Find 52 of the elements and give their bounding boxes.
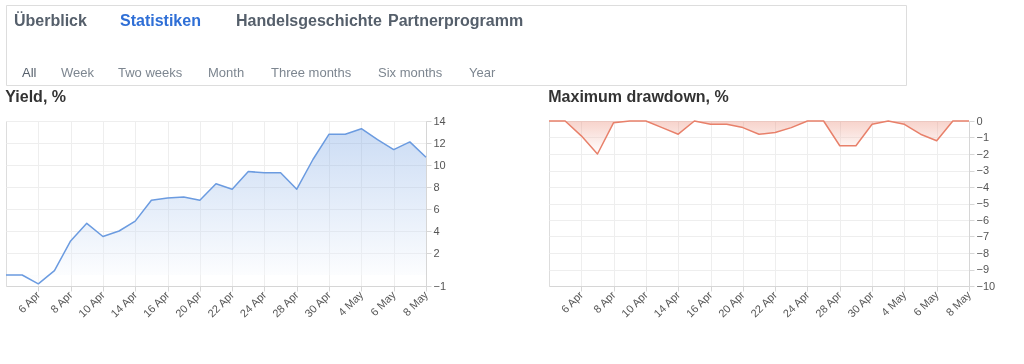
y-tick-label: −8 <box>976 246 990 259</box>
y-tick-label: −7 <box>976 230 990 242</box>
y-tick-label: 4 <box>433 224 440 237</box>
x-tick-label: 20 Apr <box>715 288 748 320</box>
text: Two weeks <box>118 65 183 80</box>
x-tick-label: 20 Apr <box>172 288 205 320</box>
text: Handelsgeschichte <box>236 12 382 29</box>
y-tick-label: 2 <box>433 246 440 259</box>
text: All <box>22 65 37 80</box>
y-tick-label: 14 <box>433 114 446 127</box>
y-tick-label: −5 <box>976 197 990 209</box>
x-tick-label: 24 Apr <box>237 288 269 320</box>
x-tick-label: 14 Apr <box>108 288 140 320</box>
y-tick-label: 10 <box>433 158 446 171</box>
x-tick-label: 10 Apr <box>618 288 651 320</box>
chart-title: Maximum drawdown, % <box>548 88 729 105</box>
x-tick-label: 6 Apr <box>15 288 43 316</box>
text: Statistiken <box>120 12 201 29</box>
text: Partnerprogramm <box>388 12 524 29</box>
y-tick-label: −1 <box>976 131 990 143</box>
y-tick-label: 6 <box>433 202 440 215</box>
y-tick-label: −10 <box>976 279 996 292</box>
x-tick-label: 30 Apr <box>302 288 334 320</box>
y-tick-label: −3 <box>976 164 990 176</box>
y-tick-label: 12 <box>433 136 446 149</box>
x-tick-label: 8 Apr <box>48 288 75 316</box>
x-tick-label: 16 Apr <box>140 288 172 320</box>
x-tick-label: 16 Apr <box>683 288 715 320</box>
y-tick-label: −9 <box>976 263 990 275</box>
text: Week <box>61 65 95 80</box>
y-tick-label: −6 <box>976 213 990 226</box>
x-tick-label: 30 Apr <box>845 288 877 320</box>
y-tick-label: −1 <box>433 279 447 292</box>
x-tick-label: 6 Apr <box>558 288 586 316</box>
text: Six months <box>378 65 443 80</box>
x-tick-label: 22 Apr <box>748 288 780 320</box>
x-tick-label: 28 Apr <box>812 288 845 320</box>
y-tick-label: −2 <box>976 147 990 160</box>
x-tick-label: 14 Apr <box>651 288 683 320</box>
text: Month <box>208 65 245 80</box>
text: Überblick <box>14 11 88 29</box>
y-tick-label: 8 <box>433 180 440 193</box>
y-tick-label: −4 <box>976 180 990 193</box>
chart-title: Yield, % <box>5 88 67 105</box>
x-tick-label: 24 Apr <box>780 288 812 320</box>
x-tick-label: 28 Apr <box>269 288 302 320</box>
text: Three months <box>271 65 352 80</box>
x-tick-label: 10 Apr <box>75 288 108 320</box>
y-tick-label: 0 <box>976 114 983 127</box>
x-tick-label: 22 Apr <box>205 288 237 320</box>
text: Year <box>469 65 496 80</box>
x-tick-label: 8 Apr <box>591 288 618 316</box>
